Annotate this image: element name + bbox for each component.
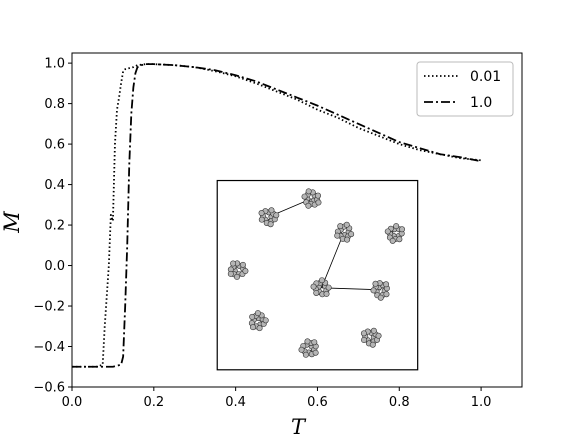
x-tick-label: 0.4 [225, 395, 246, 410]
inset-node [249, 313, 256, 320]
y-tick-label: −0.2 [33, 300, 65, 315]
y-tick-label: 0.2 [44, 219, 65, 234]
x-tick-label: 0.2 [143, 395, 164, 410]
inset-node [313, 289, 320, 296]
series-line-1.0 [72, 63, 482, 368]
inset-node [312, 349, 319, 356]
inset-node [323, 290, 330, 297]
y-tick-label: −0.4 [33, 340, 65, 355]
inset-node [302, 351, 309, 358]
inset-cluster [258, 207, 280, 228]
y-tick-label: 0.0 [44, 259, 65, 274]
x-axis-label: T [291, 415, 307, 436]
y-tick-label: 0.4 [44, 178, 65, 193]
inset-node [305, 188, 312, 195]
inset-node [372, 280, 379, 287]
inset-node [298, 346, 305, 353]
inset-node [384, 228, 391, 235]
inset-node [249, 324, 256, 331]
inset-node [334, 232, 341, 239]
inset-node [256, 325, 263, 332]
y-tick-label: −0.6 [33, 381, 65, 396]
inset-cluster [370, 280, 390, 301]
inset-node [383, 291, 390, 298]
series-line-0.01 [72, 63, 482, 368]
inset-node [370, 327, 377, 334]
y-tick-label: 1.0 [44, 57, 65, 72]
inset-node [315, 199, 322, 206]
inset-frame [216, 179, 419, 371]
plot-frame [71, 52, 523, 388]
x-tick-label: 0.8 [389, 395, 410, 410]
inset-node [377, 294, 384, 301]
y-tick-label: 0.6 [44, 138, 65, 153]
inset-cluster [298, 338, 319, 358]
legend-label-1.0: 1.0 [470, 95, 492, 111]
inset-node [304, 338, 311, 345]
inset-node [242, 268, 249, 275]
x-axis-ticks: 0.0 0.2 0.4 0.6 0.8 1.0 [62, 387, 492, 410]
inset-node [325, 284, 332, 291]
inset-node [301, 193, 308, 200]
inset-cluster [360, 327, 382, 348]
inset-node [305, 202, 312, 209]
inset-node [258, 210, 265, 217]
inset-node [311, 339, 318, 346]
y-axis-ticks: −0.6 −0.4 −0.2 0.0 0.2 0.4 0.6 0.8 1.0 [33, 57, 72, 396]
plot-series [72, 63, 482, 368]
inset-node [310, 283, 317, 290]
inset-node [343, 221, 350, 228]
x-tick-label: 0.6 [307, 395, 328, 410]
inset-node [318, 277, 325, 284]
inset-node [315, 192, 322, 199]
inset-cluster [334, 221, 355, 243]
inset-node [396, 236, 403, 243]
inset-node [227, 270, 234, 277]
inset-node [344, 236, 351, 243]
y-axis-label: M [0, 211, 24, 234]
inset-node [254, 310, 261, 317]
inset-cluster [227, 260, 249, 280]
inset-node [337, 223, 344, 230]
inset-node [389, 237, 396, 244]
inset-node [267, 221, 274, 228]
inset-node [369, 341, 376, 348]
legend-label-0.01: 0.01 [470, 69, 501, 85]
inset-node [348, 231, 355, 238]
inset-node [262, 317, 269, 324]
inset-node [393, 223, 400, 230]
inset-node [258, 216, 265, 223]
inset-node [375, 332, 382, 339]
x-tick-label: 0.0 [62, 395, 83, 410]
inset-node [268, 207, 275, 214]
y-tick-label: 0.8 [44, 97, 65, 112]
inset-node [230, 260, 237, 267]
inset-cluster [384, 223, 406, 244]
inset-cluster [248, 310, 269, 332]
inset-link [321, 231, 345, 288]
inset-node [399, 226, 406, 233]
inset-node [273, 212, 280, 219]
inset-node [361, 337, 368, 344]
inset-cluster [310, 277, 332, 298]
inset-node [360, 330, 367, 337]
inset-node [239, 261, 246, 268]
inset-network-graph [216, 179, 419, 371]
inset-node [233, 273, 240, 280]
inset-node [370, 287, 377, 294]
x-tick-label: 1.0 [471, 395, 492, 410]
inset-cluster [301, 188, 322, 209]
inset-node [383, 281, 390, 288]
legend: 0.01 1.0 [416, 61, 514, 117]
